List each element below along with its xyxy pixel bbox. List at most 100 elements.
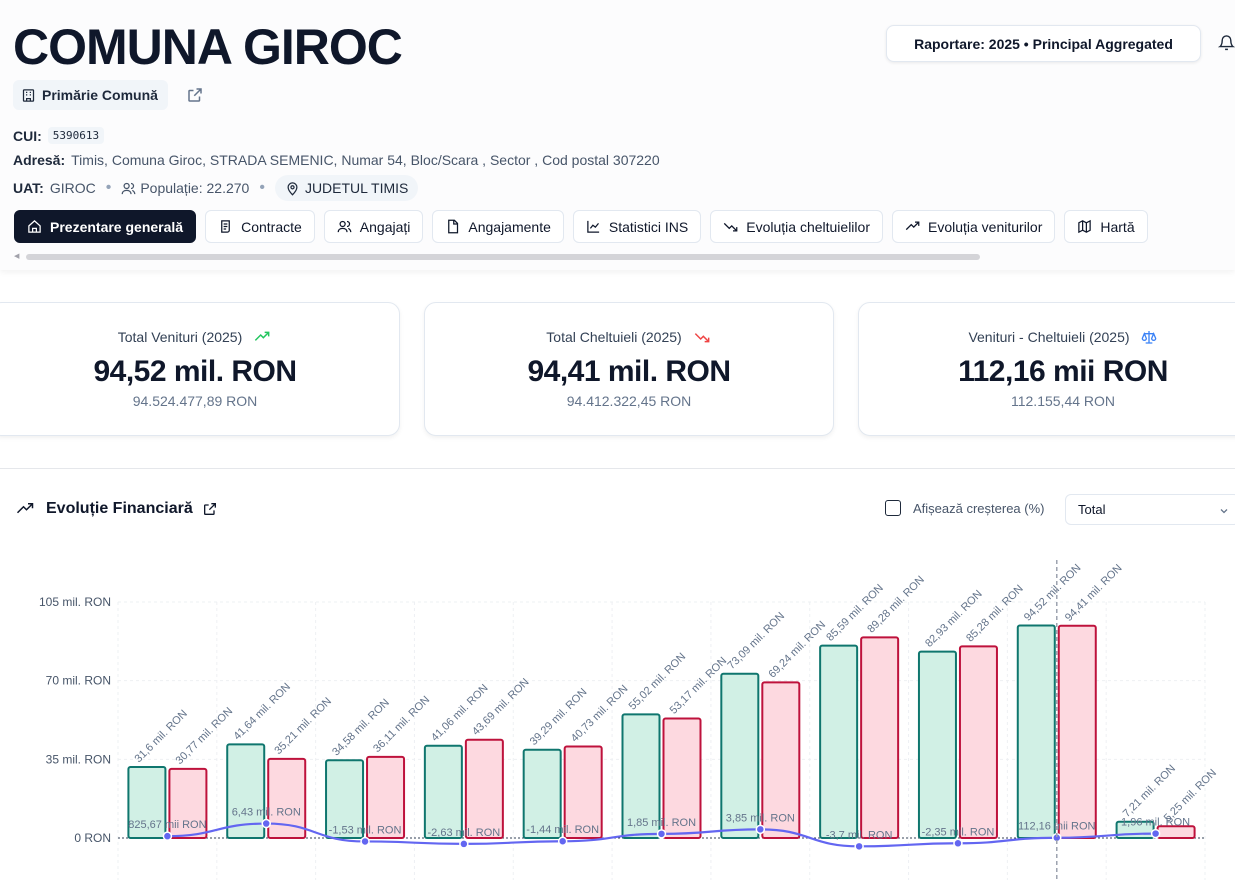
revenue-bar-label: 41,64 mil. RON: [231, 681, 293, 743]
tab-label: Statistici INS: [608, 218, 689, 235]
trend-up-icon: [16, 503, 34, 514]
tab-contracte[interactable]: Contracte: [205, 210, 315, 243]
home-icon: [28, 220, 41, 233]
expense-bar: [563, 745, 603, 839]
tab-harta[interactable]: Hartă: [1064, 210, 1148, 243]
tab-label: Prezentare generală: [50, 218, 184, 235]
scroll-left-arrow-icon[interactable]: ◀: [14, 253, 20, 260]
address-label: Adresă:: [13, 152, 66, 168]
card-exact-value: 94.412.322,45 RON: [566, 393, 692, 409]
bell-icon[interactable]: [1218, 34, 1235, 52]
balance-label: 1,85 mil. RON: [627, 817, 696, 829]
section-title: Evoluție Financiară: [46, 500, 193, 517]
section-divider: [0, 468, 1235, 469]
balance-label: 6,43 mil. RON: [232, 807, 301, 819]
trend-up-icon: [255, 331, 270, 341]
financial-evolution-chart: 105 mil. RON 70 mil. RON 35 mil. RON 0 RON 3…: [39, 560, 1219, 880]
expense-bar: [1057, 624, 1097, 840]
trend-down-icon: [694, 333, 710, 343]
tab-label: Evoluția veniturilor: [927, 218, 1043, 235]
y-tick-label: 0 RON: [74, 831, 111, 845]
card-label-row: Total Cheltuieli (2025): [425, 329, 833, 345]
chevron-down-icon: [1220, 509, 1228, 514]
tab-angajamente[interactable]: Angajamente: [432, 210, 564, 243]
uat-value: GIROC: [49, 180, 96, 196]
county-chip[interactable]: JUDETUL TIMIS: [274, 175, 419, 201]
balance-label: -1,44 mil. RON: [526, 824, 599, 836]
tab-label: Contracte: [241, 218, 302, 235]
y-tick-label: 35 mil. RON: [46, 752, 111, 766]
balance-label: 1,96 mil. RON: [1121, 817, 1190, 829]
separator-dot: •: [259, 179, 265, 196]
revenue-bar-label: 85,59 mil. RON: [824, 582, 886, 644]
section-header: Evoluție Financiară: [14, 500, 193, 518]
county-label: JUDETUL TIMIS: [304, 180, 409, 196]
balance-label: -3,7 mil. RON: [826, 829, 893, 841]
tab-evolutia-cheltuielilor[interactable]: Evoluția cheltuielilor: [710, 210, 883, 243]
balance-label: 825,67 mii RON: [128, 819, 206, 831]
growth-checkbox[interactable]: [885, 500, 901, 516]
document-scroll-icon: [221, 220, 230, 233]
address-value: Timis, Comuna Giroc, STRADA SEMENIC, Num…: [71, 152, 660, 168]
tabs-scrollbar[interactable]: ◀: [14, 253, 980, 261]
revenue-bar: [522, 748, 562, 839]
tab-label: Hartă: [1100, 218, 1135, 235]
balance-label: -1,53 mil. RON: [329, 824, 402, 836]
card-exact-value: 94.524.477,89 RON: [132, 393, 258, 409]
revenue-bar: [226, 743, 266, 839]
card-label-row: Total Venituri (2025): [0, 329, 399, 345]
revenue-bar: [819, 644, 859, 839]
card-exact-value: 112.155,44 RON: [1010, 393, 1116, 409]
card-value: 112,16 mii RON: [958, 355, 1168, 388]
tab-evolutia-veniturilor[interactable]: Evoluția veniturilor: [891, 210, 1056, 243]
balance-point: [557, 836, 568, 846]
y-tick-label: 105 mil. RON: [39, 595, 111, 609]
scale-icon: [1141, 331, 1156, 344]
expense-bar-label: 89,28 mil. RON: [865, 574, 927, 636]
separator-dot: •: [105, 179, 112, 196]
tab-statistici-ins[interactable]: Statistici INS: [572, 210, 702, 243]
balance-point: [261, 818, 271, 829]
uat-label: UAT:: [13, 180, 44, 196]
growth-toggle[interactable]: Afișează creșterea (%): [885, 500, 1045, 516]
external-link-icon[interactable]: [186, 86, 204, 104]
balance-label: 3,85 mil. RON: [726, 812, 795, 824]
balance-point: [360, 836, 370, 847]
tab-bar: Prezentare generală Contracte Angajați A…: [14, 210, 1148, 243]
revenue-bar: [127, 765, 167, 839]
expense-bar: [267, 757, 307, 839]
expense-bar: [662, 717, 702, 839]
tab-label: Evoluția cheltuielilor: [746, 218, 870, 235]
aggregation-select[interactable]: Total: [1065, 494, 1235, 525]
address-row: Adresă: Timis, Comuna Giroc, STRADA SEME…: [13, 152, 660, 168]
external-link-icon[interactable]: [202, 501, 218, 517]
population-value: Populație: 22.270: [140, 180, 250, 196]
balance-point: [656, 829, 667, 839]
card-label: Total Cheltuieli (2025): [546, 329, 682, 345]
tab-label: Angajați: [359, 218, 411, 235]
revenue-bar: [720, 672, 760, 839]
report-period-button[interactable]: Raportare: 2025 • Principal Aggregated: [886, 25, 1201, 62]
y-tick-label: 70 mil. RON: [46, 674, 111, 688]
cui-label: CUI:: [13, 127, 42, 144]
tab-prezentare-generala[interactable]: Prezentare generală: [14, 210, 197, 243]
revenue-bar: [423, 744, 463, 840]
balance-point: [755, 824, 766, 835]
trend-up-icon: [905, 221, 920, 231]
expense-bar-label: 35,21 mil. RON: [272, 695, 334, 757]
expense-bar: [958, 645, 998, 840]
expense-bar: [168, 767, 208, 839]
page-title: COMUNA GIROC: [13, 19, 403, 75]
file-icon: [448, 219, 459, 234]
line-chart-icon: [587, 220, 600, 233]
growth-label: Afișează creșterea (%): [913, 500, 1045, 516]
revenue-bar: [1016, 624, 1056, 839]
expense-bar: [860, 636, 900, 840]
balance-point: [162, 831, 173, 841]
scroll-thumb[interactable]: [26, 254, 980, 260]
entity-type-badge: Primărie Comună: [13, 80, 168, 110]
balance-label: -2,35 mil. RON: [922, 826, 995, 838]
revenue-bar: [621, 713, 661, 839]
tab-angajati[interactable]: Angajați: [323, 210, 424, 243]
select-value: Total: [1078, 502, 1106, 517]
